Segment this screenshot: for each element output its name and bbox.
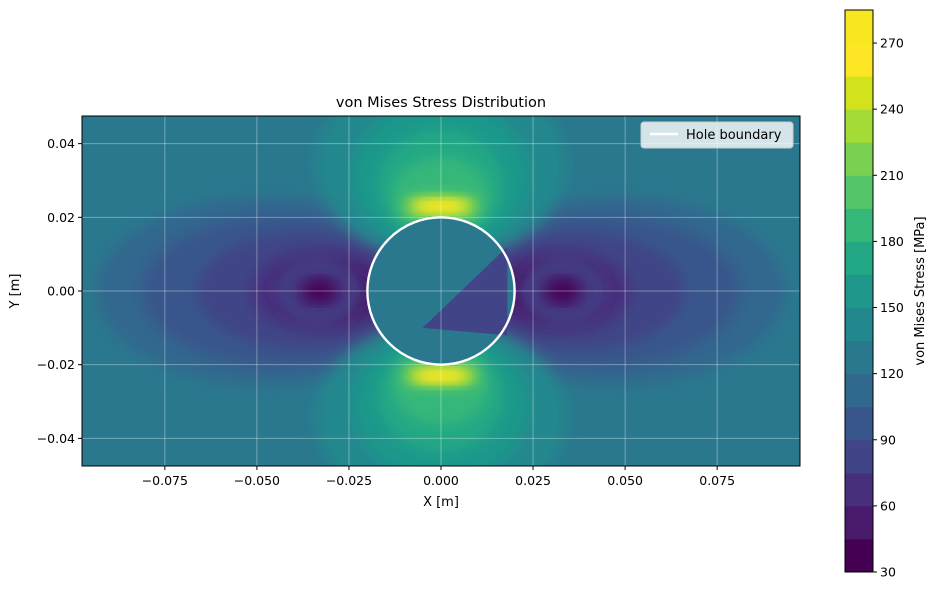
colorbar-level-6 bbox=[845, 340, 873, 375]
colorbar-level-4 bbox=[845, 406, 873, 441]
hole-boundary bbox=[366, 216, 516, 366]
legend-label-hole: Hole boundary bbox=[686, 128, 782, 143]
colorbar-level-16 bbox=[845, 10, 873, 44]
hole-interior bbox=[368, 218, 514, 364]
y-axis-ticks: −0.04 −0.02 0.00 0.02 0.04 bbox=[37, 136, 82, 446]
colorbar-level-8 bbox=[845, 274, 873, 309]
colorbar-level-5 bbox=[845, 373, 873, 408]
colorbar-level-3 bbox=[845, 439, 873, 474]
x-axis-ticks: −0.075 −0.050 −0.025 0.000 0.025 0.050 0.075 bbox=[142, 466, 735, 488]
stress-field bbox=[96, 116, 786, 466]
y-tick-label: 0.00 bbox=[47, 284, 75, 299]
stress-field-smooth bbox=[96, 116, 786, 466]
x-tick-label: 0.000 bbox=[423, 473, 459, 488]
y-tick-label: 0.02 bbox=[47, 210, 75, 225]
colorbar-level-9 bbox=[845, 241, 873, 275]
feature-0-level-3 bbox=[418, 202, 464, 210]
hole-interior-wedge bbox=[422, 246, 508, 336]
colorbar-tick-label: 240 bbox=[880, 102, 904, 117]
legend-box bbox=[640, 121, 794, 149]
colorbar-tick-label: 150 bbox=[880, 300, 904, 315]
colorbar-level-0 bbox=[845, 538, 873, 573]
x-tick-label: −0.075 bbox=[142, 473, 188, 488]
legend: Hole boundary bbox=[640, 121, 794, 149]
colorbar-frame bbox=[844, 9, 874, 573]
colorbar-label: von Mises Stress [MPa] bbox=[913, 216, 928, 365]
x-tick-label: 0.050 bbox=[607, 473, 643, 488]
feature-2-level-2 bbox=[303, 279, 336, 303]
colorbar-level-1 bbox=[845, 505, 873, 540]
colorbar-level-2 bbox=[845, 472, 873, 507]
x-axis-label: X [m] bbox=[423, 495, 459, 510]
colorbar-tick-label: 180 bbox=[880, 234, 904, 249]
y-tick-label: −0.02 bbox=[37, 357, 75, 372]
contour-plot bbox=[82, 116, 800, 466]
x-tick-label: 0.025 bbox=[515, 473, 551, 488]
y-axis-label: Y [m] bbox=[8, 274, 23, 310]
colorbar-tick-label: 270 bbox=[880, 36, 904, 51]
colorbar-level-14 bbox=[845, 76, 873, 110]
colorbar-level-11 bbox=[845, 175, 873, 209]
colorbar-level-12 bbox=[845, 142, 873, 176]
colorbar-tick-label: 90 bbox=[880, 432, 896, 447]
colorbar-level-10 bbox=[845, 208, 873, 242]
y-tick-label: −0.04 bbox=[37, 431, 75, 446]
x-tick-label: 0.075 bbox=[699, 473, 735, 488]
colorbar-level-15 bbox=[845, 43, 873, 77]
colorbar-tick-label: 30 bbox=[880, 565, 896, 580]
x-tick-label: −0.025 bbox=[326, 473, 372, 488]
y-tick-label: 0.04 bbox=[47, 136, 75, 151]
colorbar-level-7 bbox=[845, 307, 873, 342]
colorbar-level-13 bbox=[845, 109, 873, 143]
colorbar bbox=[845, 10, 873, 573]
feature-1-level-3 bbox=[418, 372, 464, 380]
colorbar-tick-label: 60 bbox=[880, 498, 896, 513]
chart-title: von Mises Stress Distribution bbox=[336, 95, 546, 111]
colorbar-tick-label: 210 bbox=[880, 168, 904, 183]
x-tick-label: −0.050 bbox=[234, 473, 280, 488]
feature-3-level-2 bbox=[546, 279, 579, 303]
colorbar-tick-label: 120 bbox=[880, 366, 904, 381]
colorbar-ticks: 30 60 90 120 150 180 210 240 270 bbox=[873, 36, 904, 580]
